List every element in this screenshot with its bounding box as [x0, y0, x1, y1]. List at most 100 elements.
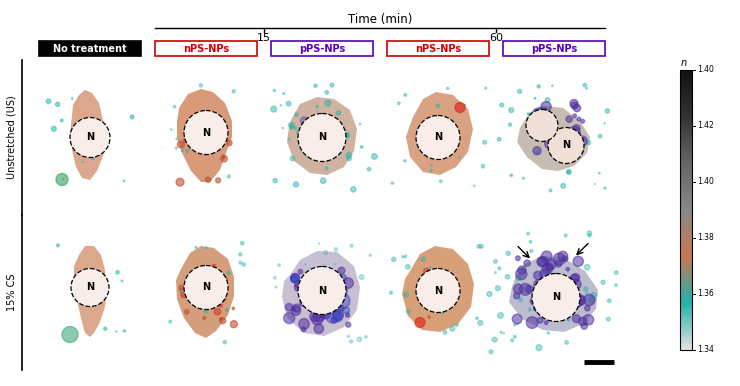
Circle shape [516, 256, 520, 261]
Circle shape [545, 262, 548, 266]
Circle shape [537, 256, 548, 267]
Circle shape [570, 100, 578, 108]
Circle shape [239, 261, 242, 264]
Circle shape [495, 272, 497, 273]
Bar [680, 145, 692, 147]
Circle shape [315, 271, 322, 278]
Bar [680, 133, 692, 136]
Circle shape [441, 312, 444, 314]
Circle shape [323, 279, 326, 282]
Circle shape [503, 333, 505, 334]
Bar [680, 128, 692, 131]
Circle shape [97, 283, 100, 287]
Circle shape [295, 284, 302, 291]
Bar [680, 219, 692, 222]
Circle shape [329, 117, 332, 120]
Circle shape [430, 169, 432, 172]
Circle shape [203, 317, 206, 319]
Text: N: N [86, 283, 94, 293]
Circle shape [577, 117, 581, 121]
Bar [680, 280, 692, 283]
Circle shape [604, 123, 605, 124]
Circle shape [339, 134, 341, 136]
Bar [680, 245, 692, 248]
Circle shape [367, 168, 371, 171]
Bar [680, 212, 692, 215]
Circle shape [571, 274, 579, 282]
Circle shape [582, 139, 585, 141]
Circle shape [286, 101, 291, 106]
Circle shape [344, 289, 348, 293]
Circle shape [123, 330, 126, 332]
Circle shape [526, 317, 538, 328]
Bar [680, 203, 692, 206]
Circle shape [532, 274, 580, 322]
Circle shape [505, 274, 510, 279]
Bar [680, 189, 692, 192]
Circle shape [344, 133, 349, 138]
Circle shape [326, 159, 329, 162]
Bar [680, 159, 692, 161]
Bar [680, 229, 692, 232]
Bar [503, 41, 605, 56]
Circle shape [571, 102, 578, 109]
Circle shape [340, 140, 344, 144]
Bar [680, 341, 692, 344]
Circle shape [614, 271, 618, 274]
Circle shape [534, 305, 540, 312]
Circle shape [545, 98, 550, 102]
Circle shape [314, 300, 324, 310]
Bar [680, 250, 692, 252]
Circle shape [527, 232, 529, 235]
Bar [680, 294, 692, 297]
Circle shape [540, 269, 551, 279]
Bar [680, 124, 692, 127]
Circle shape [514, 284, 523, 294]
Circle shape [474, 185, 475, 186]
Circle shape [198, 291, 204, 298]
Circle shape [273, 90, 275, 91]
Circle shape [291, 273, 300, 282]
Bar [387, 41, 489, 56]
Circle shape [459, 156, 460, 158]
Circle shape [291, 274, 299, 283]
Circle shape [437, 290, 442, 295]
Circle shape [176, 138, 178, 140]
Bar [680, 339, 692, 341]
Circle shape [534, 299, 536, 301]
Bar [680, 114, 692, 117]
Circle shape [516, 268, 527, 280]
Circle shape [337, 305, 344, 311]
Circle shape [576, 147, 583, 154]
Bar [680, 327, 692, 330]
Circle shape [302, 282, 309, 290]
Circle shape [537, 85, 540, 88]
Bar [680, 93, 692, 96]
Circle shape [550, 266, 551, 267]
Circle shape [497, 313, 503, 318]
Circle shape [292, 308, 295, 311]
Circle shape [70, 117, 110, 157]
Circle shape [567, 171, 570, 174]
Circle shape [326, 167, 328, 169]
Circle shape [230, 321, 238, 328]
Circle shape [548, 284, 553, 288]
Bar [680, 254, 692, 257]
Bar [680, 334, 692, 337]
Circle shape [202, 276, 206, 281]
Circle shape [203, 151, 207, 155]
Circle shape [509, 108, 514, 113]
Circle shape [300, 281, 305, 285]
Circle shape [219, 304, 222, 307]
Bar [680, 201, 692, 203]
Circle shape [337, 142, 340, 145]
Circle shape [285, 303, 293, 311]
Text: 1.36: 1.36 [697, 290, 714, 298]
Circle shape [555, 261, 562, 267]
Circle shape [121, 280, 123, 282]
Circle shape [104, 297, 105, 298]
Circle shape [200, 128, 202, 130]
Circle shape [575, 295, 585, 305]
Circle shape [313, 310, 325, 322]
Circle shape [199, 84, 203, 87]
